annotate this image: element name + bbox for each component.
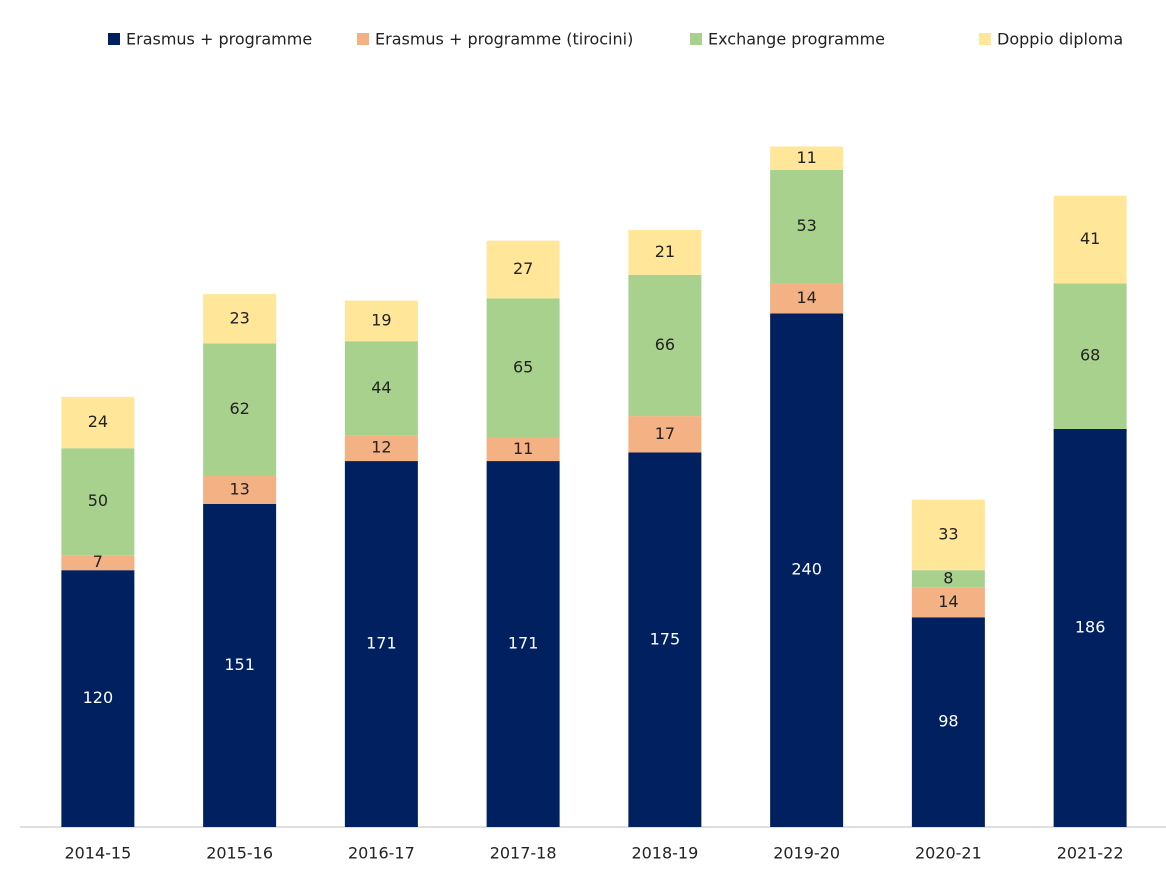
- data-label: 21: [655, 242, 675, 261]
- bar-segment: [1053, 195, 1127, 284]
- data-label: 240: [791, 560, 822, 579]
- bar-segment: [203, 343, 277, 477]
- data-label: 12: [371, 438, 391, 457]
- x-tick-label: 2015-16: [206, 844, 273, 863]
- bar-segment: [770, 146, 844, 171]
- data-label: 14: [938, 592, 958, 611]
- data-label: 171: [508, 634, 539, 653]
- bar-segment: [61, 555, 135, 571]
- bar-segment: [770, 283, 844, 314]
- data-label: 98: [938, 712, 958, 731]
- bar-segment: [628, 274, 702, 417]
- bar-segment: [770, 313, 844, 827]
- data-label: 66: [655, 335, 675, 354]
- data-label: 8: [943, 568, 953, 587]
- bar-segment: [486, 298, 560, 438]
- legend-swatch: [357, 33, 369, 45]
- bar-segment: [486, 461, 560, 827]
- bar-segment: [203, 294, 277, 344]
- data-label: 41: [1080, 229, 1100, 248]
- data-label: 186: [1075, 617, 1106, 636]
- bar-segment: [61, 570, 135, 827]
- bar-segment: [486, 437, 560, 462]
- data-label: 33: [938, 524, 958, 543]
- bar-segment: [344, 300, 418, 342]
- bar-segment: [628, 416, 702, 453]
- data-label: 23: [229, 308, 249, 327]
- data-label: 7: [93, 552, 103, 571]
- data-label: 19: [371, 310, 391, 329]
- data-label: 17: [655, 424, 675, 443]
- data-label: 62: [229, 399, 249, 418]
- data-label: 11: [796, 148, 816, 167]
- data-label: 11: [513, 439, 533, 458]
- bar-segment: [911, 617, 985, 827]
- bar-segment: [628, 452, 702, 827]
- bar-segment: [911, 570, 985, 588]
- bar-segment: [1053, 428, 1127, 827]
- bar-segment: [203, 476, 277, 504]
- legend-label: Erasmus + programme: [126, 30, 312, 49]
- data-label: 120: [83, 688, 114, 707]
- data-label: 68: [1080, 346, 1100, 365]
- x-tick-label: 2020-21: [915, 844, 982, 863]
- bar-segment: [344, 341, 418, 436]
- data-label: 175: [650, 629, 681, 648]
- data-label: 24: [88, 412, 108, 431]
- legend-label: Exchange programme: [708, 30, 885, 49]
- legend-label: Erasmus + programme (tirocini): [375, 30, 633, 49]
- x-tick-label: 2018-19: [631, 844, 698, 863]
- x-tick-label: 2017-18: [490, 844, 557, 863]
- x-tick-label: 2019-20: [773, 844, 840, 863]
- data-label: 151: [224, 655, 255, 674]
- x-tick-label: 2016-17: [348, 844, 415, 863]
- legend-swatch: [979, 33, 991, 45]
- bar-segment: [770, 170, 844, 284]
- bar-segment: [486, 240, 560, 299]
- bar-segment: [61, 448, 135, 556]
- data-label: 14: [796, 288, 816, 307]
- data-label: 50: [88, 491, 108, 510]
- bar-segment: [344, 435, 418, 462]
- bar-segment: [911, 499, 985, 571]
- legend-label: Doppio diploma: [997, 30, 1123, 49]
- bar-segment: [344, 461, 418, 827]
- data-label: 13: [229, 479, 249, 498]
- bar-segment: [203, 503, 277, 827]
- bar-segment: [628, 229, 702, 275]
- data-label: 65: [513, 357, 533, 376]
- data-label: 44: [371, 378, 391, 397]
- data-label: 27: [513, 259, 533, 278]
- bar-segment: [1053, 283, 1127, 429]
- legend-swatch: [108, 33, 120, 45]
- data-label: 171: [366, 634, 397, 653]
- legend-swatch: [690, 33, 702, 45]
- x-tick-label: 2021-22: [1057, 844, 1124, 863]
- bar-segment: [61, 396, 135, 449]
- bar-segment: [911, 587, 985, 618]
- data-label: 53: [796, 216, 816, 235]
- x-tick-label: 2014-15: [64, 844, 131, 863]
